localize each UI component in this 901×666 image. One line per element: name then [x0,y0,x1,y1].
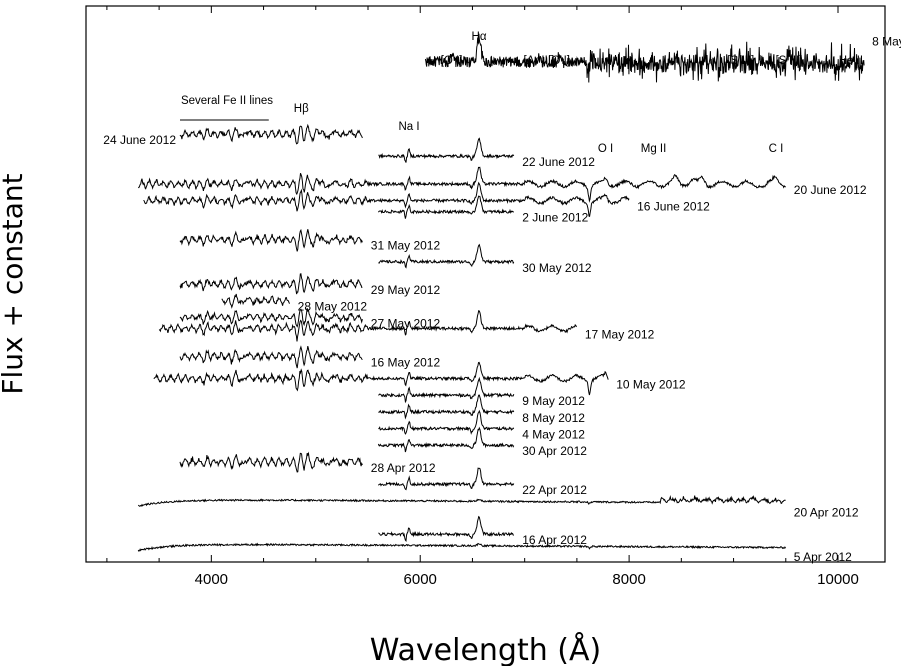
line-annotation: Several Fe II lines [181,95,273,107]
spectrum-label: 8 May 2012 [522,411,585,425]
spectrum-label: 29 May 2012 [371,283,441,297]
spectrum-label: 28 May 2012 [298,300,368,314]
line-annotation: He II [839,55,863,67]
spectrum-label: 20 Apr 2012 [794,505,859,519]
spectrum-8 [179,273,363,295]
line-annotation: Hβ [294,103,309,115]
x-tick-label: 10000 [817,571,859,588]
line-annotation: Mg II [641,143,667,155]
spectrum-label: 16 May 2012 [371,355,441,369]
spectrum-7 [378,243,515,269]
spectrum-labels-group: 8 May 2015 24 June 2012 22 June 2012 20 Jun… [103,35,901,564]
spectrum-20 [137,495,786,507]
spectrum-label: 4 May 2012 [522,428,585,442]
spectrum-label: 24 June 2012 [103,133,176,147]
spectrum-1 [179,123,363,145]
spectrum-21 [378,515,514,543]
spectrum-label: 30 Apr 2012 [522,444,587,458]
spectrum-label: 27 May 2012 [371,316,441,330]
spectrum-0 [424,33,865,83]
spectrum-label: 30 May 2012 [522,261,592,275]
spectrum-label: 22 Apr 2012 [522,483,587,497]
spectrum-label: 5 Apr 2012 [794,550,852,564]
x-axis-title: Wavelength (Å) [370,632,601,666]
spectrum-label: 8 May 2015 [872,35,901,49]
line-annotation: Na I [398,121,419,133]
x-axis: 4000 6000 8000 10000 [106,6,859,588]
spectrum-label: 28 Apr 2012 [371,461,436,475]
spectrum-16 [378,409,515,435]
line-annotation: [Ar III] [524,55,555,67]
line-annotation: [O I] [441,55,463,67]
spectrum-22 [137,542,787,552]
x-tick-label: 6000 [404,571,437,588]
line-annotation: C I [769,143,784,155]
spectrum-3 [138,166,786,203]
spectrum-label: 31 May 2012 [371,239,441,253]
spectrum-13 [153,361,609,396]
spectrum-label: 22 June 2012 [522,155,595,169]
spectrum-6 [179,228,363,252]
line-annotation: O I [598,143,613,155]
spectrum-2 [378,137,515,163]
line-annotation: [O I] [548,55,570,67]
x-tick-label: 8000 [612,571,645,588]
spectrum-11 [158,309,577,342]
spectrum-17 [377,426,515,453]
spectrum-18 [179,451,363,473]
spectrum-19 [378,467,515,491]
x-tick-label: 4000 [195,571,228,588]
spectrum-5 [378,195,515,219]
plot-frame [85,5,886,563]
spectrum-label: 9 May 2012 [522,394,585,408]
spectra-group [137,33,865,552]
spectrum-4 [143,181,630,217]
spectrum-label: 16 Apr 2012 [522,533,587,547]
spectrum-12 [179,345,363,369]
spectrum-label: 10 May 2012 [616,378,686,392]
annotations-group: [O I]Hα[Ar III][O I] [S III] [S III] He IIS… [180,31,863,155]
spectrum-label: 20 June 2012 [794,183,867,197]
spectrum-label: 16 June 2012 [637,200,710,214]
spectrum-14 [378,376,515,404]
spectrum-10 [179,308,363,328]
line-annotation: [S III] [727,55,754,67]
spectrum-15 [378,394,515,420]
spectrum-label: 2 June 2012 [522,211,588,225]
spectrum-label: 17 May 2012 [585,327,655,341]
line-annotation: [S III] [776,55,803,67]
y-axis-title: Flux + constant [0,173,29,394]
line-annotation: Hα [472,31,487,43]
spectrum-9 [221,293,290,309]
